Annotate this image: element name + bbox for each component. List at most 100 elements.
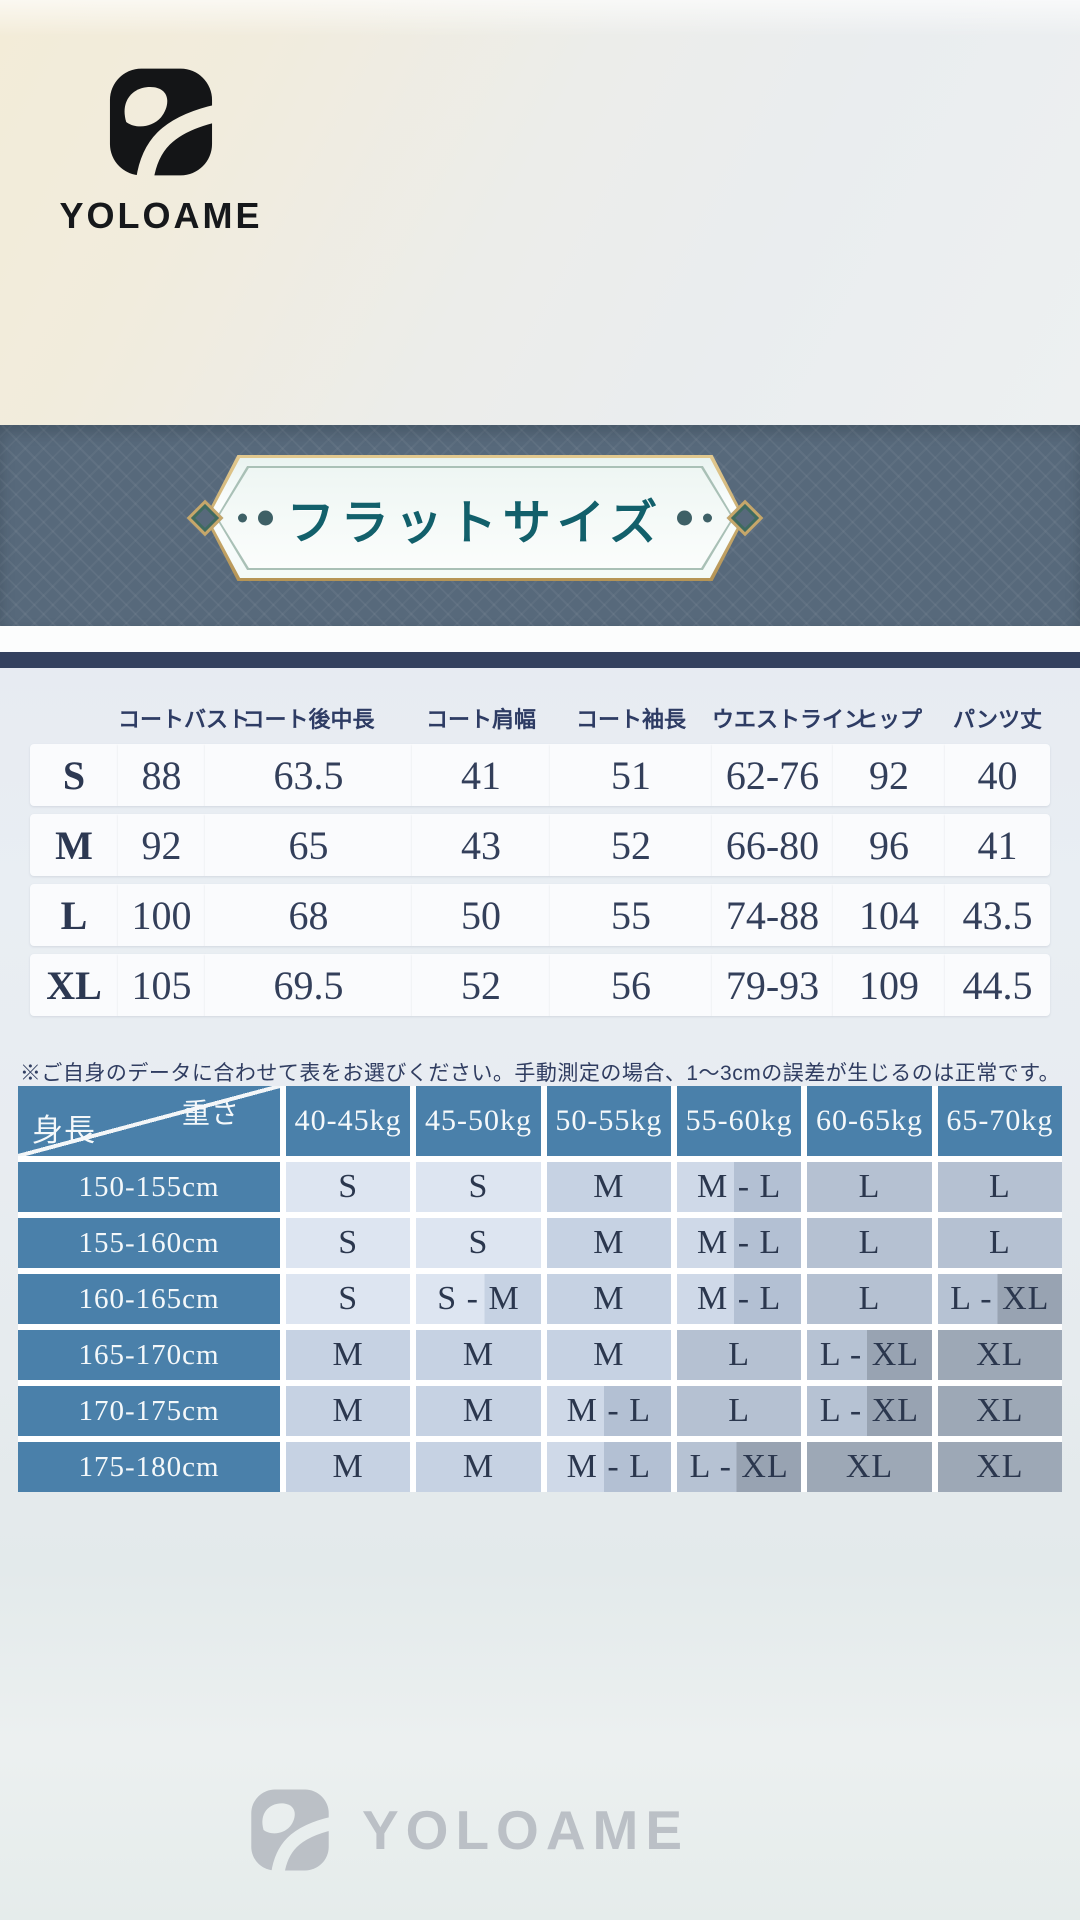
size-value-cell: 52 [412,954,550,1016]
flat-size-col-header: コートバスト [118,707,251,732]
matrix-size-cell: L [937,1218,1062,1268]
size-value-cell: 74-88 [712,884,833,946]
size-value-cell: 66-80 [712,814,833,876]
flat-size-table-body: S 88 63.5 41 51 62-76 92 40 M 92 65 43 52 66-80 96 41 L 1… [30,744,1050,1016]
matrix-height-header: 170-175cm [18,1386,280,1436]
matrix-height-header: 150-155cm [18,1162,280,1212]
matrix-height-header: 175-180cm [18,1442,280,1492]
flat-size-row: L 100 68 50 55 74-88 104 43.5 [30,884,1050,946]
size-value-cell: 56 [550,954,712,1016]
matrix-size-cell: XL [937,1386,1062,1436]
flat-size-col-header: ウエストライン [712,707,867,732]
banner-section: フラットサイズ [0,425,1080,627]
matrix-size-cell: M [546,1330,671,1380]
matrix-height-header: 155-160cm [18,1218,280,1268]
size-value-cell: 43.5 [945,884,1050,946]
size-value-cell: 55 [550,884,712,946]
dot-ornament [703,513,712,523]
matrix-size-cell: M [546,1274,671,1324]
flat-size-row: S 88 63.5 41 51 62-76 92 40 [30,744,1050,806]
rod-navy-bar [0,652,1080,668]
matrix-weight-header: 55-60kg [677,1086,802,1156]
matrix-size-cell: M [286,1386,411,1436]
size-value-cell: 79-93 [712,954,833,1016]
matrix-size-cell: L [677,1330,802,1380]
size-value-cell: 65 [205,814,412,876]
matrix-size-cell: XL [937,1330,1062,1380]
matrix-height-header: 165-170cm [18,1330,280,1380]
flat-size-row: M 92 65 43 52 66-80 96 41 [30,814,1050,876]
flat-size-table-head: コートバスト コート後中長 コート肩幅 コート袖長 ウエストライン ヒップ パンツ丈 [30,696,1050,736]
brand-logo-icon [109,68,213,176]
matrix-size-cell: L [807,1274,932,1324]
size-value-cell: 92 [118,814,205,876]
plaque-core [218,468,732,568]
flat-size-header-row: コートバスト コート後中長 コート肩幅 コート袖長 ウエストライン ヒップ パンツ丈 [30,696,1050,736]
matrix-size-cell: M [546,1162,671,1212]
measurement-note: ※ご自身のデータに合わせて表をお選びください。手動測定の場合、1〜3cmの誤差が… [19,1062,1061,1085]
matrix-weight-header: 60-65kg [807,1086,932,1156]
matrix-size-cell: M [546,1218,671,1268]
matrix-size-cell: S [286,1218,411,1268]
size-value-cell: 68 [205,884,412,946]
matrix-size-cell: M - L [546,1386,671,1436]
size-value-cell: 100 [118,884,205,946]
matrix-size-cell: S [416,1218,541,1268]
flat-size-col-header: コート袖長 [575,707,686,732]
matrix-corner-cell: 重さ 身長 [18,1086,280,1156]
matrix-size-cell: S - M [416,1274,541,1324]
page-title: フラットサイズ [286,497,664,550]
dot-ornament [238,513,247,523]
size-chart-sheet: コートバスト コート後中長 コート肩幅 コート袖長 ウエストライン ヒップ パンツ丈 S 88… [0,668,1080,1920]
matrix-corner-weight-label: 重さ [181,1099,240,1130]
matrix-size-cell: L - XL [677,1442,802,1492]
flat-size-col-header: パンツ丈 [952,707,1043,732]
watermark-logo-icon [251,1789,329,1871]
matrix-size-cell: M - L [677,1274,802,1324]
flat-size-col-header: ヒップ [855,707,922,732]
matrix-size-cell: L - XL [807,1386,932,1436]
matrix-weight-header: 65-70kg [937,1086,1062,1156]
size-value-cell: 62-76 [712,744,833,806]
matrix-size-cell: XL [807,1442,932,1492]
matrix-corner-height-label: 身長 [32,1113,96,1148]
brand-block: YOLOAME [42,64,280,237]
size-value-cell: 104 [833,884,945,946]
size-value-cell: 96 [833,814,945,876]
size-value-cell: 40 [945,744,1050,806]
matrix-size-cell: S [416,1162,541,1212]
matrix-height-header: 160-165cm [18,1274,280,1324]
size-value-cell: 109 [833,954,945,1016]
matrix-size-cell: L [807,1162,932,1212]
matrix-weight-header: 45-50kg [416,1086,541,1156]
watermark-name: YOLOAME [362,1799,690,1861]
flat-size-row: XL 105 69.5 52 56 79-93 109 44.5 [30,954,1050,1016]
matrix-weight-header: 40-45kg [286,1086,411,1156]
matrix-size-cell: L [807,1218,932,1268]
size-value-cell: 43 [412,814,550,876]
matrix-size-cell: M - L [677,1218,802,1268]
matrix-size-cell: M [416,1330,541,1380]
size-value-cell: 44.5 [945,954,1050,1016]
size-value-cell: 41 [945,814,1050,876]
watermark-logo: YOLOAME [246,1786,689,1874]
matrix-size-cell: M [416,1442,541,1492]
size-label-cell: M [30,814,118,876]
flat-size-col-header: コート肩幅 [425,707,536,732]
matrix-size-cell: L [937,1162,1062,1212]
matrix-size-cell: M - L [677,1162,802,1212]
size-value-cell: 51 [550,744,712,806]
size-value-cell: 69.5 [205,954,412,1016]
matrix-size-cell: S [286,1274,411,1324]
size-title-plaque: フラットサイズ [186,455,764,581]
rod-highlight-bar [0,626,1080,652]
matrix-size-cell: M [286,1330,411,1380]
dot-ornament [677,510,692,526]
size-label-cell: S [30,744,118,806]
dot-ornament [258,510,273,526]
matrix-size-cell: L - XL [807,1330,932,1380]
matrix-size-cell: L [677,1386,802,1436]
matrix-size-cell: XL [937,1442,1062,1492]
size-value-cell: 41 [412,744,550,806]
matrix-size-cell: M - L [546,1442,671,1492]
